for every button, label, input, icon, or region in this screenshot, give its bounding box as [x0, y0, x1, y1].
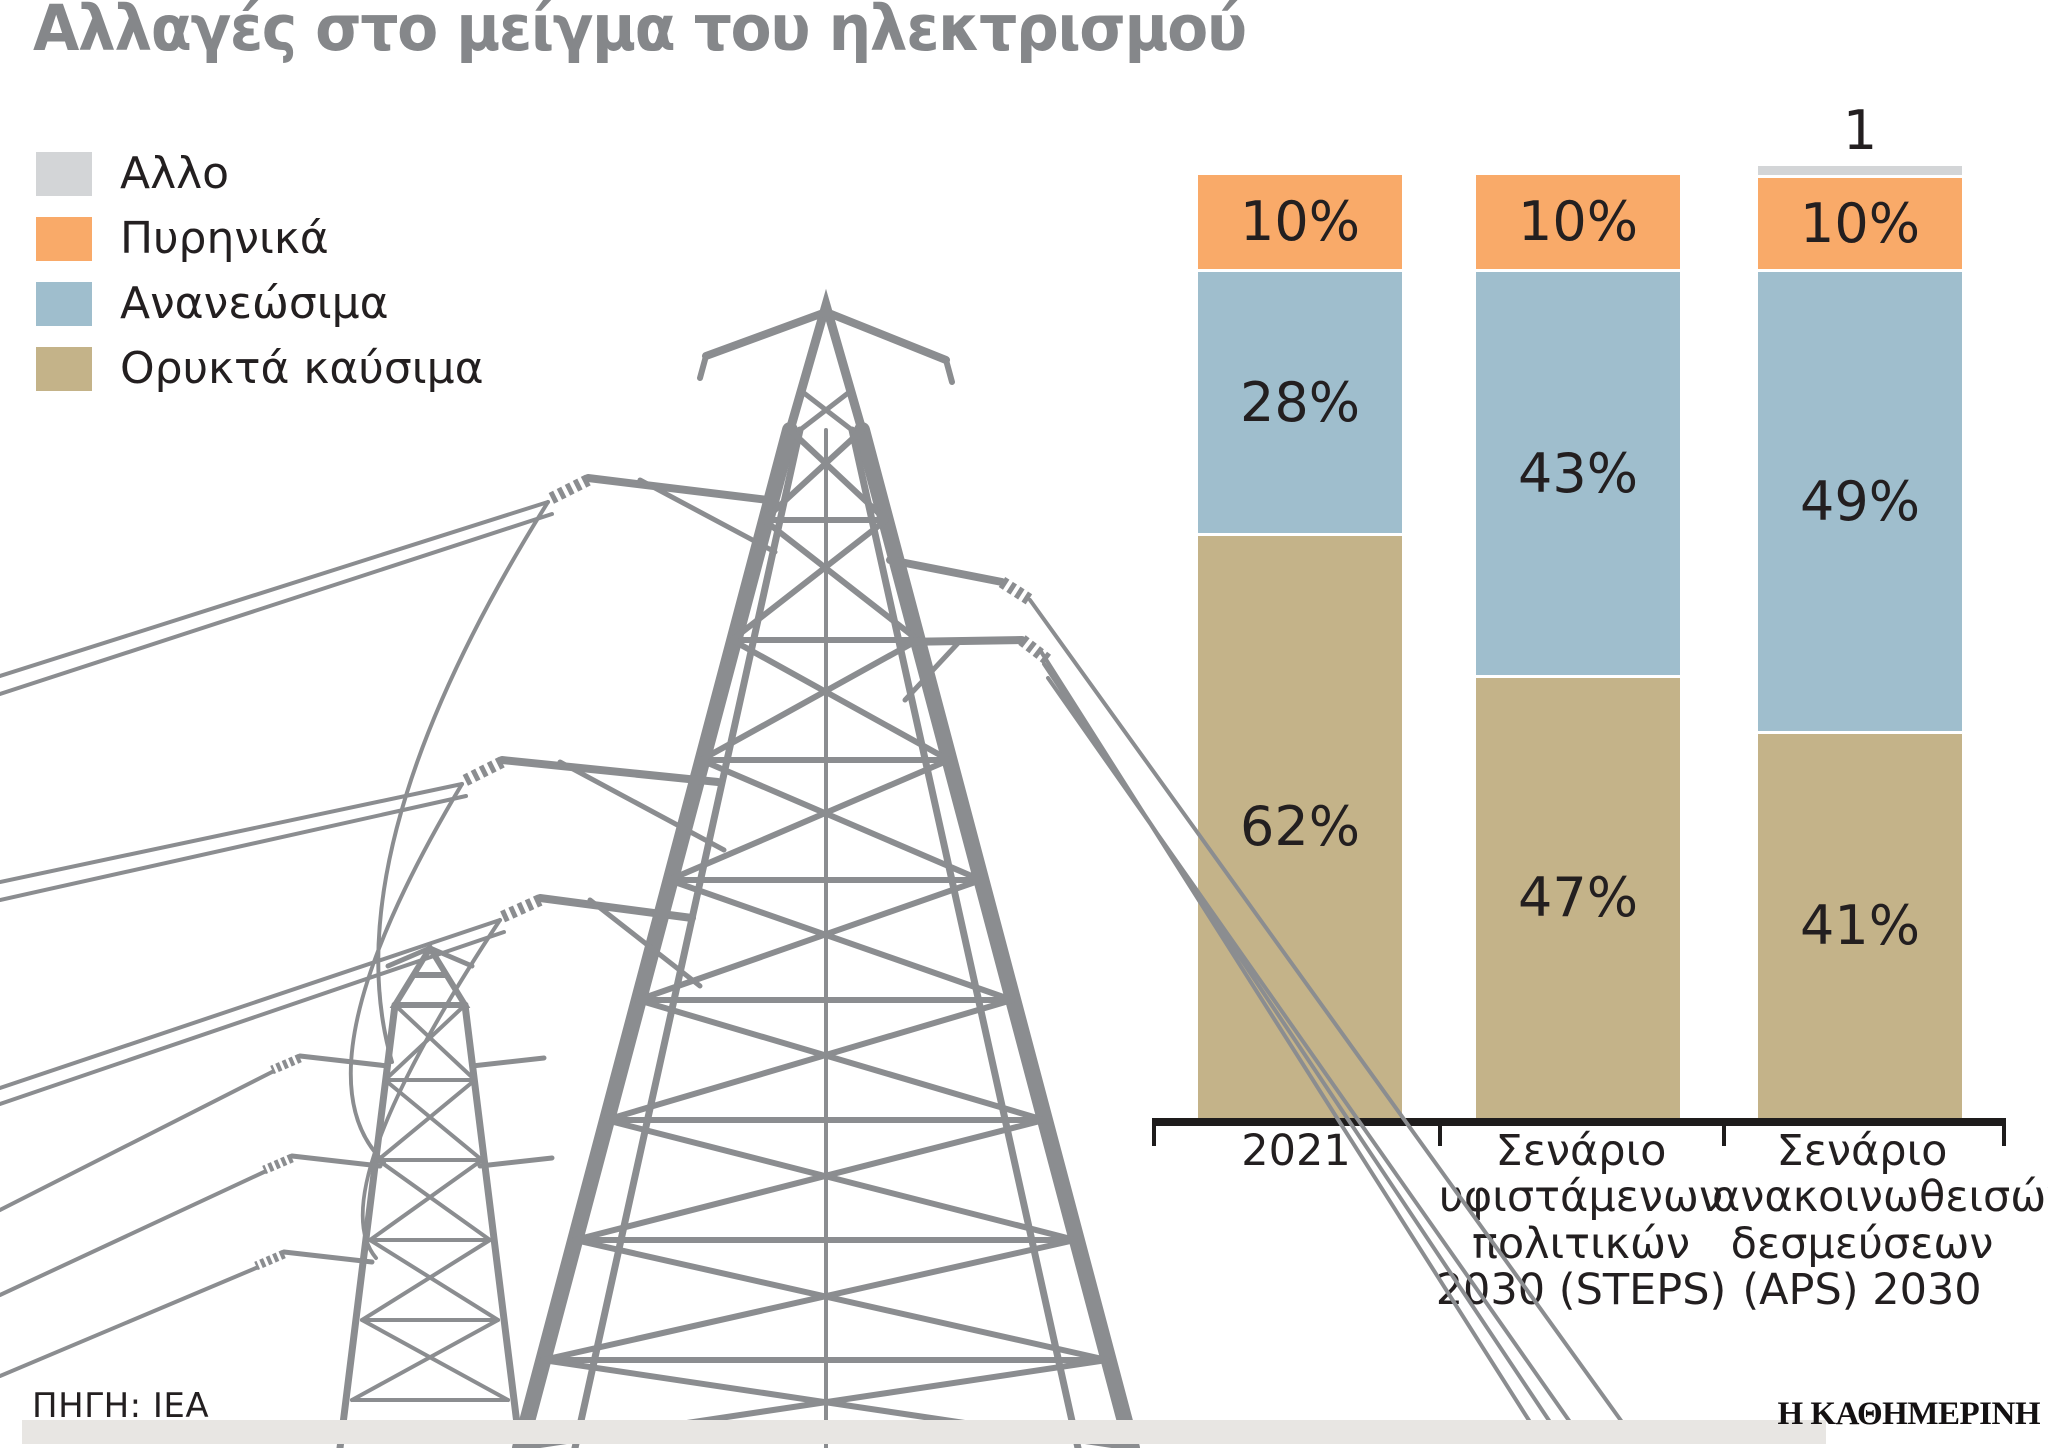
x-axis-baseline: [1152, 1118, 2006, 1126]
stacked-bar-1: 10% 28% 62%: [1198, 175, 1402, 1118]
segment-renewables: 28%: [1198, 269, 1402, 534]
x-axis-category-label: 2021: [1241, 1126, 1351, 1176]
chart-title: Αλλαγές στο μείγμα του ηλεκτρισμού: [33, 0, 1247, 65]
segment-renewables: 43%: [1476, 269, 1680, 675]
x-axis-category-label: Σενάριο υφιστάμενων πολιτικών 2030 (STEP…: [1435, 1126, 1727, 1316]
segment-fossil: 47%: [1476, 674, 1680, 1118]
x-axis-tick: [2002, 1118, 2006, 1146]
newspaper-logo: Η ΚΑΘΗΜΕΡΙΝΗ: [1777, 1396, 2041, 1432]
legend-swatch-fossil: [36, 347, 92, 391]
legend-item-nuclear: Πυρηνικά: [36, 217, 484, 261]
segment-nuclear: 10%: [1198, 175, 1402, 270]
segment-fossil: 41%: [1758, 731, 1962, 1118]
legend-item-other: Αλλο: [36, 152, 484, 196]
x-axis-tick: [1722, 1118, 1726, 1146]
legend-label: Ορυκτά καύσιμα: [120, 343, 484, 394]
legend-label: Αλλο: [120, 148, 230, 199]
legend-label: Πυρηνικά: [120, 213, 329, 264]
segment-other: [1758, 165, 1962, 176]
x-axis-category-label: Σενάριο ανακοινωθεισών δεσμεύσεων (APS) …: [1712, 1126, 2048, 1316]
segment-renewables: 49%: [1758, 269, 1962, 732]
segment-value-label: 47%: [1517, 865, 1639, 929]
footer-strip: [22, 1420, 1826, 1444]
above-bar-value-label: 1: [1842, 98, 1878, 162]
segment-value-label: 10%: [1517, 190, 1639, 254]
segment-value-label: 49%: [1799, 469, 1921, 533]
stacked-bar-2: 10% 43% 47%: [1476, 175, 1680, 1118]
segment-value-label: 28%: [1239, 370, 1361, 434]
legend: Αλλο Πυρηνικά Ανανεώσιμα Ορυκτά καύσιμα: [36, 152, 484, 412]
segment-value-label: 10%: [1799, 191, 1921, 255]
stacked-bar-3: 10% 49% 41%: [1758, 165, 1962, 1118]
legend-item-fossil: Ορυκτά καύσιμα: [36, 347, 484, 391]
legend-swatch-other: [36, 152, 92, 196]
legend-label: Ανανεώσιμα: [120, 278, 389, 329]
legend-swatch-renewables: [36, 282, 92, 326]
segment-nuclear: 10%: [1476, 175, 1680, 270]
segment-value-label: 41%: [1799, 894, 1921, 958]
segment-nuclear: 10%: [1758, 175, 1962, 270]
x-axis-tick: [1152, 1118, 1156, 1146]
segment-value-label: 62%: [1239, 795, 1361, 859]
segment-value-label: 10%: [1239, 190, 1361, 254]
x-axis-tick: [1438, 1118, 1442, 1146]
legend-swatch-nuclear: [36, 217, 92, 261]
legend-item-renewables: Ανανεώσιμα: [36, 282, 484, 326]
segment-value-label: 43%: [1517, 441, 1639, 505]
source-credit: ΠΗΓΗ: ΙΕΑ: [32, 1386, 210, 1426]
segment-fossil: 62%: [1198, 533, 1402, 1118]
